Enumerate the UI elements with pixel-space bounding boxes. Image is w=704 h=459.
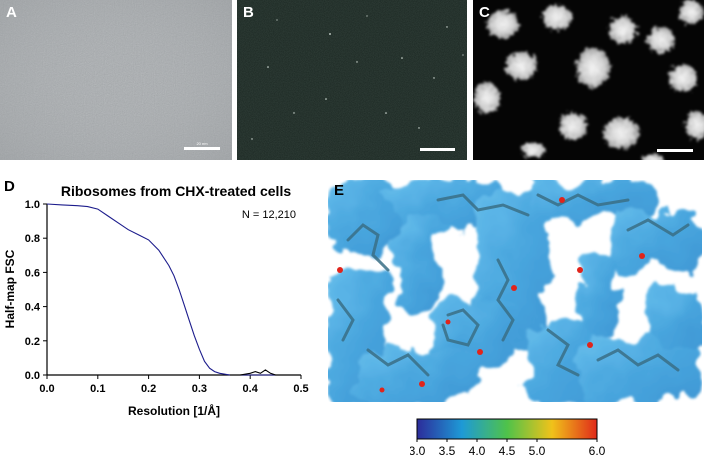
panel-e-oxygen-atoms: [337, 197, 645, 393]
fsc-series-line-2: [229, 369, 301, 376]
colorbar-tick-label: 3.0: [410, 444, 426, 458]
chart-xlabel: Resolution [1/Å]: [128, 403, 220, 418]
panel-e-label: E: [334, 182, 345, 199]
panel-b-label: B: [243, 4, 254, 21]
panel-b-particles: [251, 15, 464, 140]
panel-e-density-map: E: [328, 180, 702, 402]
panel-d-label: D: [4, 178, 15, 195]
colorbar-tick-label: 4.5: [499, 444, 516, 458]
panel-e-map-render: [328, 180, 702, 402]
chart-annotation: N = 12,210: [242, 209, 296, 221]
colorbar-gradient: [416, 418, 598, 440]
x-tick-label: 0.3: [192, 383, 207, 395]
x-tick-label: 0.2: [141, 383, 156, 395]
panel-b-texture: [237, 0, 467, 160]
colorbar-tick-label: 6.0: [589, 444, 606, 458]
y-tick-label: 1.0: [25, 199, 40, 211]
panel-a-scale-bar: [184, 147, 220, 150]
panel-a-texture: 20 nm: [0, 0, 232, 160]
panel-e-model-sticks: [336, 193, 690, 377]
colorbar-tick-label: 4.0: [469, 444, 486, 458]
panel-a-micrograph: 20 nm A: [0, 0, 232, 160]
panel-b-scale-bar: [420, 148, 455, 151]
colorbar-tick-label: 5.0: [529, 444, 546, 458]
panel-a-label: A: [6, 4, 17, 21]
panel-c-micrograph: C: [473, 0, 704, 160]
panel-a-scale-text: 20 nm: [196, 141, 208, 146]
y-tick-label: 0.6: [25, 267, 40, 279]
chart-axes: 0.0 0.1 0.2 0.3 0.4 0.5 0.0 0.2 0.4 0.6 0.8 1.0: [25, 199, 309, 395]
x-tick-label: 0.4: [243, 383, 259, 395]
panel-c-scale-bar: [657, 149, 693, 152]
panel-b-micrograph: B: [237, 0, 467, 160]
fsc-chart: Ribosomes from CHX-treated cells N = 12,…: [3, 183, 309, 418]
panel-c-label: C: [479, 4, 490, 21]
y-tick-label: 0.2: [25, 336, 40, 348]
x-tick-label: 0.1: [90, 383, 105, 395]
fsc-series-line-1: [46, 203, 301, 376]
x-tick-label: 0.0: [39, 383, 54, 395]
colorbar-tick-label: 3.5: [439, 444, 456, 458]
chart-title: Ribosomes from CHX-treated cells: [61, 183, 291, 199]
y-tick-label: 0.8: [25, 233, 40, 245]
x-tick-label: 0.5: [293, 383, 308, 395]
local-resolution-colorbar: 3.0 3.5 4.0 4.5 5.0 6.0: [410, 418, 606, 458]
chart-ylabel: Half-map FSC: [3, 249, 17, 328]
y-tick-label: 0.0: [25, 370, 40, 382]
y-tick-label: 0.4: [25, 302, 41, 314]
chart-series: [46, 203, 301, 376]
panel-c-particles: [474, 0, 704, 160]
